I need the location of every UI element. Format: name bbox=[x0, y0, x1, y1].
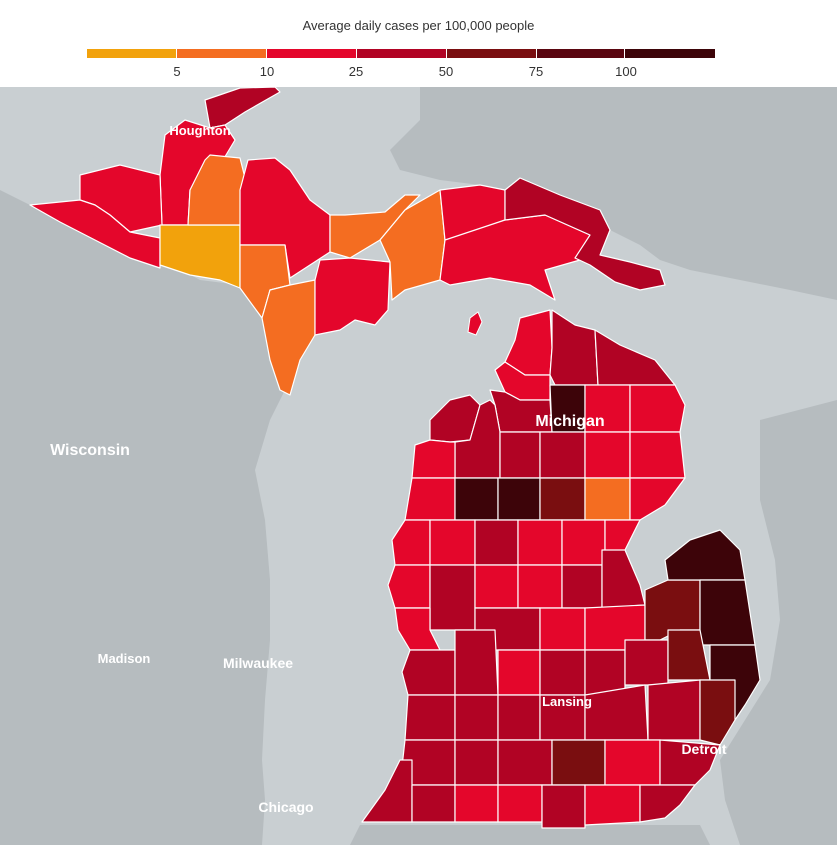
county-oscoda[interactable] bbox=[584, 431, 631, 479]
place-labels: Houghton Michigan Wisconsin Madison Milw… bbox=[50, 123, 727, 815]
label-chicago: Chicago bbox=[258, 799, 313, 815]
legend-swatch-0-5 bbox=[87, 49, 177, 58]
county-delta[interactable] bbox=[314, 257, 391, 336]
legend-swatch-100-plus bbox=[625, 49, 715, 58]
legend-title: Average daily cases per 100,000 people bbox=[302, 18, 535, 33]
county-wayne[interactable] bbox=[659, 739, 721, 786]
county-ogemaw[interactable] bbox=[584, 477, 631, 521]
county-chippewa[interactable] bbox=[504, 177, 666, 291]
legend-swatch-5-10 bbox=[177, 49, 267, 58]
legend-swatch-25-50 bbox=[357, 49, 447, 58]
legend-tick: 75 bbox=[528, 64, 544, 79]
legend-tick: 25 bbox=[348, 64, 364, 79]
county-livingston[interactable] bbox=[584, 684, 649, 741]
legend-tick: 10 bbox=[259, 64, 275, 79]
label-madison: Madison bbox=[98, 651, 151, 666]
county-gladwin[interactable] bbox=[561, 519, 606, 566]
label-houghton: Houghton bbox=[169, 123, 230, 138]
county-shiawassee[interactable] bbox=[584, 649, 626, 696]
map-panel[interactable]: Houghton Michigan Wisconsin Madison Milw… bbox=[0, 86, 837, 845]
county-branch[interactable] bbox=[497, 784, 543, 823]
label-detroit: Detroit bbox=[681, 741, 726, 757]
county-clinton[interactable] bbox=[539, 649, 586, 696]
county-crawford[interactable] bbox=[539, 431, 586, 479]
county-sanilac[interactable] bbox=[699, 579, 756, 646]
county-ottawa[interactable] bbox=[401, 649, 456, 696]
lower-peninsula-counties bbox=[361, 309, 761, 829]
county-barry[interactable] bbox=[454, 694, 499, 741]
label-lansing: Lansing bbox=[542, 694, 592, 709]
county-washtenaw[interactable] bbox=[604, 739, 661, 786]
legend-swatch-10-25 bbox=[267, 49, 357, 58]
county-wexford[interactable] bbox=[454, 477, 499, 521]
county-benzie[interactable] bbox=[411, 439, 456, 479]
legend-color-scale bbox=[87, 49, 715, 58]
county-eaton[interactable] bbox=[497, 694, 541, 741]
county-iosco[interactable] bbox=[629, 477, 686, 521]
county-clare[interactable] bbox=[517, 519, 563, 566]
county-manistee[interactable] bbox=[404, 477, 456, 521]
label-michigan: Michigan bbox=[535, 413, 604, 430]
legend-swatch-75-100 bbox=[537, 49, 625, 58]
label-wisconsin: Wisconsin bbox=[50, 442, 130, 459]
county-calhoun[interactable] bbox=[497, 739, 553, 786]
county-kalamazoo[interactable] bbox=[454, 739, 499, 786]
legend-tick: 100 bbox=[615, 64, 637, 79]
legend-tick: 5 bbox=[173, 64, 181, 79]
county-cass[interactable] bbox=[411, 784, 456, 823]
county-missaukee[interactable] bbox=[497, 477, 541, 521]
county-berrien[interactable] bbox=[361, 759, 413, 823]
county-oceana[interactable] bbox=[387, 564, 431, 609]
county-osceola[interactable] bbox=[474, 519, 519, 566]
county-st-joseph[interactable] bbox=[454, 784, 499, 823]
county-jackson[interactable] bbox=[551, 739, 606, 786]
legend: Average daily cases per 100,000 people 5… bbox=[0, 0, 837, 87]
legend-swatch-50-75 bbox=[447, 49, 537, 58]
county-kent[interactable] bbox=[454, 629, 499, 696]
county-alcona[interactable] bbox=[629, 431, 686, 479]
county-alger[interactable] bbox=[329, 194, 421, 259]
county-genesee[interactable] bbox=[624, 639, 669, 686]
county-mecosta[interactable] bbox=[474, 564, 519, 609]
county-oakland[interactable] bbox=[647, 679, 701, 741]
upper-peninsula-counties bbox=[29, 86, 666, 396]
county-beaver-island[interactable] bbox=[467, 311, 483, 336]
county-isabella[interactable] bbox=[517, 564, 563, 609]
county-allegan[interactable] bbox=[404, 694, 456, 741]
county-menominee[interactable] bbox=[261, 279, 316, 396]
label-milwaukee: Milwaukee bbox=[223, 655, 293, 671]
county-bay[interactable] bbox=[601, 549, 646, 609]
county-newaygo[interactable] bbox=[429, 564, 476, 631]
county-lenawee[interactable] bbox=[584, 784, 641, 826]
county-hillsdale[interactable] bbox=[541, 784, 586, 829]
michigan-county-map[interactable]: Houghton Michigan Wisconsin Madison Milw… bbox=[0, 86, 837, 845]
county-alpena[interactable] bbox=[629, 384, 686, 433]
legend-tick: 50 bbox=[438, 64, 454, 79]
county-midland[interactable] bbox=[561, 564, 603, 609]
county-presque-isle[interactable] bbox=[594, 329, 676, 386]
county-kalkaska[interactable] bbox=[499, 431, 541, 479]
county-monroe[interactable] bbox=[639, 784, 696, 823]
county-roscommon[interactable] bbox=[539, 477, 586, 521]
surrounding-land bbox=[0, 87, 837, 845]
county-macomb[interactable] bbox=[699, 679, 736, 746]
county-ionia[interactable] bbox=[497, 649, 541, 696]
county-lake[interactable] bbox=[429, 519, 476, 566]
county-gratiot[interactable] bbox=[539, 607, 586, 651]
